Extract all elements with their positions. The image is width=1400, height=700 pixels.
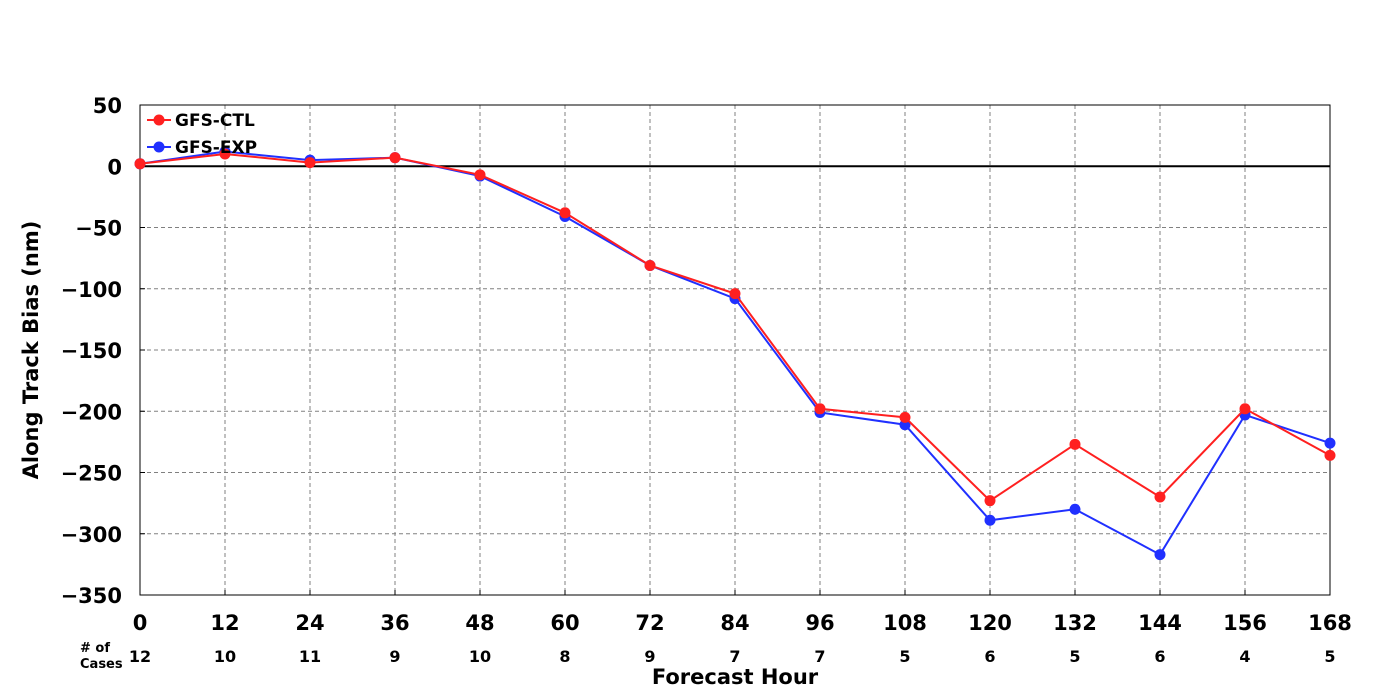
data-point-gfs-ctl xyxy=(899,411,911,423)
x-tick-label: 96 xyxy=(805,611,834,635)
cases-header-line1: # of xyxy=(80,641,110,656)
case-count: 6 xyxy=(984,647,995,666)
y-tick-label: −250 xyxy=(61,462,122,486)
data-point-gfs-ctl xyxy=(644,259,656,271)
case-count: 8 xyxy=(559,647,570,666)
y-tick-label: −300 xyxy=(61,523,122,547)
case-count: 11 xyxy=(299,647,321,666)
data-point-gfs-ctl xyxy=(1069,438,1081,450)
data-point-gfs-ctl xyxy=(474,169,486,181)
data-point-gfs-exp xyxy=(1069,503,1081,515)
data-point-gfs-exp xyxy=(1154,549,1166,561)
y-tick-label: −350 xyxy=(61,584,122,608)
x-tick-label: 48 xyxy=(465,611,494,635)
data-point-gfs-ctl xyxy=(134,158,146,170)
case-count: 10 xyxy=(214,647,236,666)
y-tick-label: −50 xyxy=(75,217,122,241)
legend-label: GFS-CTL xyxy=(175,111,255,131)
y-tick-label: −100 xyxy=(61,278,122,302)
data-point-gfs-ctl xyxy=(984,495,996,507)
data-point-gfs-ctl xyxy=(1239,403,1251,415)
x-tick-label: 24 xyxy=(295,611,324,635)
x-tick-label: 168 xyxy=(1308,611,1352,635)
x-tick-label: 132 xyxy=(1053,611,1097,635)
ticks-layer: 0 12 24 36 48 60 72 84 96 108 120 132 144 156 168 50 0 −5… xyxy=(61,94,1352,635)
case-count: 7 xyxy=(729,647,740,666)
x-tick-label: 0 xyxy=(133,611,148,635)
data-point-gfs-ctl xyxy=(219,148,231,160)
case-count: 10 xyxy=(469,647,491,666)
legend-swatch-marker xyxy=(153,114,165,126)
x-tick-label: 120 xyxy=(968,611,1012,635)
case-count: 9 xyxy=(389,647,400,666)
case-count: 5 xyxy=(899,647,910,666)
x-axis-title: Forecast Hour xyxy=(652,665,819,689)
data-point-gfs-ctl xyxy=(304,157,316,169)
y-tick-label: 0 xyxy=(107,155,122,179)
grid-layer xyxy=(140,105,1330,595)
legend: GFS-CTL GFS-EXP xyxy=(147,111,257,158)
x-tick-label: 72 xyxy=(635,611,664,635)
data-point-gfs-ctl xyxy=(559,207,571,219)
x-tick-label: 60 xyxy=(550,611,579,635)
legend-swatch-marker xyxy=(153,141,165,153)
case-count: 5 xyxy=(1069,647,1080,666)
x-tick-label: 84 xyxy=(720,611,749,635)
x-tick-label: 108 xyxy=(883,611,927,635)
data-point-gfs-ctl xyxy=(729,288,741,300)
y-tick-label: 50 xyxy=(93,94,122,118)
data-point-gfs-ctl xyxy=(389,152,401,164)
case-count: 6 xyxy=(1154,647,1165,666)
x-tick-label: 156 xyxy=(1223,611,1267,635)
cases-row: # of Cases 12 10 11 9 10 8 9 7 7 5 6 5 6 4 5 xyxy=(80,641,1336,672)
y-axis-title: Along Track Bias (nm) xyxy=(19,221,43,480)
series-layer xyxy=(134,146,1336,561)
x-tick-label: 36 xyxy=(380,611,409,635)
data-point-gfs-exp xyxy=(984,514,996,526)
case-count: 5 xyxy=(1324,647,1335,666)
case-count: 12 xyxy=(129,647,151,666)
series-gfs-ctl xyxy=(134,148,1336,507)
case-count: 9 xyxy=(644,647,655,666)
case-count: 7 xyxy=(814,647,825,666)
x-tick-label: 144 xyxy=(1138,611,1182,635)
x-tick-label: 12 xyxy=(210,611,239,635)
data-point-gfs-ctl xyxy=(1154,491,1166,503)
case-count: 4 xyxy=(1239,647,1250,666)
legend-item-gfs-ctl: GFS-CTL xyxy=(147,111,255,131)
y-tick-label: −150 xyxy=(61,339,122,363)
data-point-gfs-exp xyxy=(1324,437,1336,449)
data-point-gfs-ctl xyxy=(814,403,826,415)
data-point-gfs-ctl xyxy=(1324,449,1336,461)
legend-label: GFS-EXP xyxy=(175,138,257,158)
y-tick-label: −200 xyxy=(61,400,122,424)
legend-item-gfs-exp: GFS-EXP xyxy=(147,138,257,158)
cases-header-line2: Cases xyxy=(80,657,123,672)
